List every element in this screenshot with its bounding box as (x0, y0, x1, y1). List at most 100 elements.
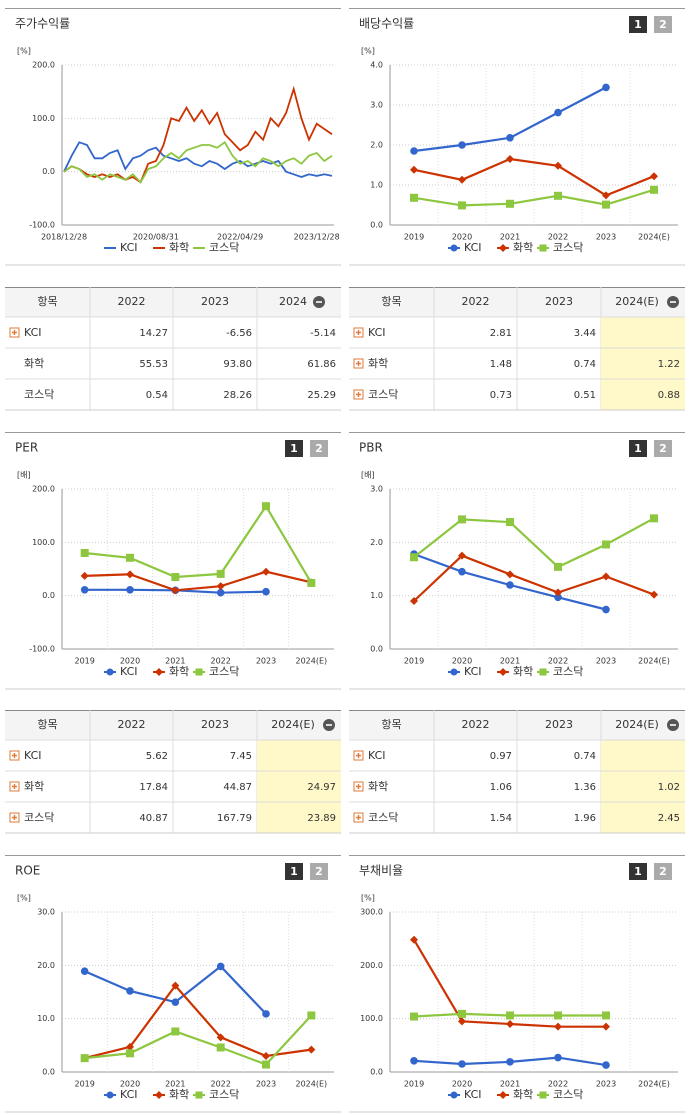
page-button[interactable] (629, 16, 647, 33)
table-cell: 25.29 (307, 390, 336, 401)
x-tick-label: 2024(E) (638, 1080, 670, 1089)
page-button[interactable] (629, 440, 647, 457)
x-tick-label: 2021 (500, 233, 520, 242)
data-point (458, 1060, 466, 1068)
series-line (413, 517, 655, 569)
table-cell: 1.96 (574, 813, 596, 824)
unit-label: [%] (17, 47, 31, 56)
data-point (410, 553, 418, 562)
table-header: 2024(E) (271, 718, 315, 731)
table-header: 2022 (462, 295, 490, 308)
data-point (80, 967, 89, 975)
legend-label: 코스닥 (553, 1088, 583, 1101)
table-header: 2022 (462, 718, 490, 731)
unit-label: [%] (361, 47, 375, 56)
row-label: 화학 (368, 780, 388, 793)
page-button-label: 2 (659, 865, 667, 878)
data-point (602, 1061, 610, 1069)
page-button[interactable] (285, 440, 303, 457)
unit-label: [%] (17, 894, 31, 903)
data-point (307, 1011, 316, 1020)
x-tick-label: 2020 (452, 233, 472, 242)
data-point (506, 581, 514, 589)
data-point (410, 1012, 418, 1021)
chart-title: 주가수익률 (15, 17, 70, 31)
table-cell: 0.74 (574, 359, 596, 370)
data-point (410, 193, 418, 202)
data-point (506, 518, 514, 527)
row-label: 화학 (24, 780, 44, 793)
data-point (216, 1033, 225, 1042)
row-label: KCI (368, 326, 386, 339)
data-point (602, 605, 610, 614)
y-tick-label: 3.0 (370, 485, 383, 494)
y-tick-label: 30.0 (37, 908, 55, 917)
series-line (84, 504, 313, 584)
legend-label: 화학 (169, 241, 189, 254)
table-header: 2022 (118, 295, 146, 308)
table-cell: 0.74 (574, 751, 596, 762)
table-cell: 1.06 (490, 782, 512, 793)
data-point (171, 1027, 180, 1036)
table-cell: 40.87 (139, 813, 168, 824)
unit-label: [%] (361, 894, 375, 903)
legend-swatch (539, 244, 547, 252)
table-header: 2024(E) (615, 295, 659, 308)
data-point (506, 1011, 514, 1020)
table-cell: 23.89 (307, 813, 336, 824)
data-point (171, 586, 180, 595)
page-button[interactable] (654, 440, 672, 457)
legend-label: 코스닥 (209, 1088, 239, 1101)
x-tick-label: 2022 (210, 1080, 230, 1089)
x-tick-label: 2024(E) (638, 657, 670, 666)
data-point (262, 502, 270, 511)
y-tick-label: 0.0 (42, 1068, 55, 1077)
table-cell: 0.54 (146, 390, 168, 401)
x-tick-label: 2021 (500, 657, 520, 666)
table-cell: 7.45 (230, 751, 252, 762)
legend-swatch (499, 1091, 507, 1099)
legend-label: KCI (464, 1088, 482, 1101)
legend-swatch (155, 668, 163, 676)
page-button[interactable] (285, 863, 303, 880)
page-button[interactable] (310, 863, 328, 880)
row-label: 코스닥 (368, 388, 398, 401)
table-cell: 5.62 (146, 751, 168, 762)
x-tick-label: 2019 (74, 1080, 94, 1089)
x-tick-label: 2022 (548, 657, 568, 666)
page-button[interactable] (310, 440, 328, 457)
page-button[interactable] (654, 16, 672, 33)
page-button-label: 2 (315, 442, 323, 455)
table-header: 2023 (201, 718, 229, 731)
data-point (126, 987, 134, 995)
legend-swatch (155, 1091, 163, 1099)
y-tick-label: 200.0 (32, 61, 55, 70)
x-tick-label: 2022 (548, 1080, 568, 1089)
data-point (216, 588, 225, 597)
legend-swatch (195, 668, 203, 676)
legend-label: KCI (464, 665, 482, 678)
page-button[interactable] (654, 863, 672, 880)
page-button[interactable] (629, 863, 647, 880)
table-header: 항목 (381, 295, 401, 308)
table-cell: 17.84 (139, 782, 168, 793)
highlight-cell (601, 348, 685, 379)
legend-label: KCI (464, 241, 482, 254)
table-header: 2023 (545, 718, 573, 731)
table-cell: 24.97 (307, 782, 336, 793)
chart-panel: ROE 1 2 [%] 0.0 10.0 20.0 30.0 2019 2020 2021 2022 2… (5, 855, 341, 1113)
table-cell: 0.97 (490, 751, 512, 762)
x-tick-label: 2021 (165, 657, 185, 666)
series-line (413, 188, 655, 207)
data-point (80, 571, 89, 580)
data-point (171, 981, 180, 990)
unit-label: [배] (17, 471, 31, 480)
series-line (63, 140, 333, 184)
table-cell: 1.48 (490, 359, 512, 370)
data-point (458, 515, 466, 524)
page-button-label: 1 (634, 442, 642, 455)
x-tick-label: 2022 (210, 657, 230, 666)
data-point (650, 514, 658, 523)
y-tick-label: 200.0 (32, 485, 55, 494)
y-tick-label: 100.0 (32, 538, 55, 547)
